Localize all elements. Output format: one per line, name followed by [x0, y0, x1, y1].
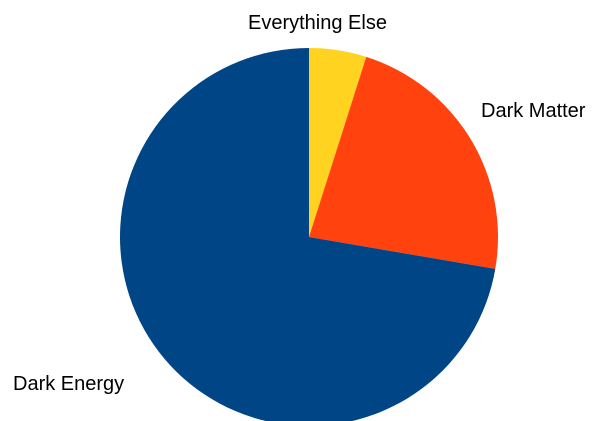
label-dark-energy: Dark Energy	[13, 373, 124, 395]
slice-dark-energy	[120, 48, 496, 421]
slice-everything-else	[309, 48, 367, 237]
pie-labels: Everything Else Dark Matter Dark Energy	[13, 12, 586, 395]
pie-slices	[120, 48, 498, 421]
label-everything-else: Everything Else	[248, 12, 387, 34]
label-dark-matter: Dark Matter	[481, 100, 586, 122]
slice-dark-matter	[309, 56, 498, 269]
